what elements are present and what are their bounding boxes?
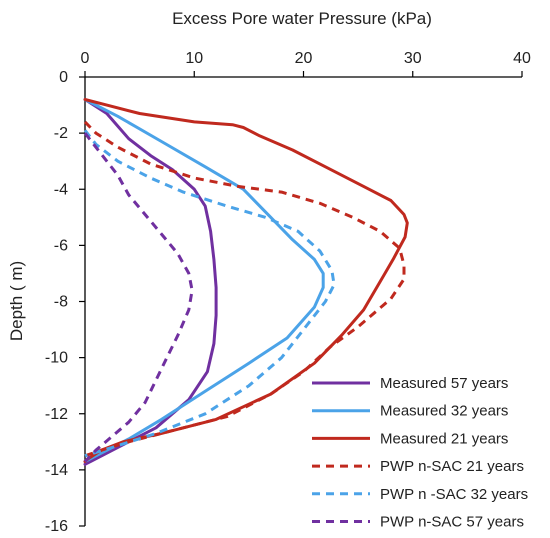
x-tick-label: 20: [295, 50, 313, 67]
y-tick-label: -16: [45, 518, 68, 535]
legend-label: Measured 57 years: [380, 375, 508, 392]
series-line-2: [83, 98, 325, 463]
x-axis-title: Excess Pore water Pressure (kPa): [172, 9, 432, 28]
y-tick-label: -12: [45, 406, 68, 423]
y-axis-title: Depth ( m): [7, 261, 26, 341]
series-line-1: [83, 98, 218, 466]
y-tick-label: 0: [59, 69, 68, 86]
legend-label: Measured 32 years: [380, 403, 508, 420]
series-lines: [83, 98, 409, 466]
series-line-4: [83, 120, 406, 458]
y-tick-label: -2: [54, 125, 68, 142]
axes: 0 10 20 30 40 0 -2 -4 -6 -8 -10 -12 -14 -16: [45, 50, 531, 535]
legend-label: PWP n-SAC 21 years: [380, 458, 524, 475]
series-line-6: [83, 132, 194, 463]
y-tick-label: -8: [54, 294, 68, 311]
series-line-5: [83, 129, 336, 458]
y-tick-label: -4: [54, 181, 68, 198]
y-tick-label: -6: [54, 237, 68, 254]
legend-label: PWP n -SAC 32 years: [380, 486, 528, 503]
legend-label: Measured 21 years: [380, 430, 508, 447]
x-tick-label: 0: [81, 50, 90, 67]
legend-label: PWP n-SAC 57 years: [380, 514, 524, 531]
y-tick-label: -10: [45, 350, 68, 367]
x-tick-label: 30: [404, 50, 422, 67]
legend: Measured 57 years Measured 32 years Measur…: [312, 375, 528, 531]
x-tick-label: 10: [185, 50, 203, 67]
y-tick-label: -14: [45, 462, 68, 479]
x-tick-label: 40: [513, 50, 531, 67]
